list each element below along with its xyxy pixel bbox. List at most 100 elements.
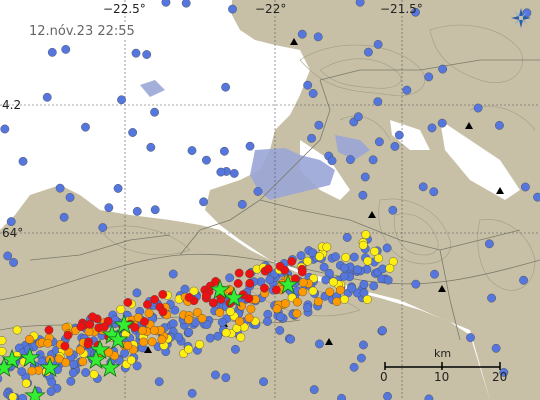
quake-dot-older: [339, 271, 349, 281]
star-large-quake-icon: [113, 313, 135, 335]
lat-label-64: 64°: [2, 226, 24, 240]
quake-dot-older: [355, 0, 365, 7]
quake-dot-12-24h: [358, 240, 368, 250]
quake-dot-4-12h: [43, 338, 53, 348]
quake-dot-12-24h: [89, 369, 99, 379]
quake-dot-last-4h: [130, 323, 140, 332]
lon-label-22: −22°: [255, 2, 287, 16]
quake-dot-older: [349, 362, 359, 372]
quake-dot-older: [161, 0, 171, 7]
quake-dot-last-4h: [88, 312, 97, 322]
quake-dot-last-4h: [83, 339, 93, 349]
quake-dot-older: [402, 85, 412, 95]
quake-dot-older: [228, 4, 237, 14]
quake-dot-older: [321, 275, 331, 285]
quake-dot-4-12h: [298, 278, 308, 288]
quake-dot-older: [131, 48, 141, 58]
quake-dot-older: [211, 370, 220, 380]
quake-dot-12-24h: [226, 307, 235, 316]
quake-dot-12-24h: [0, 346, 7, 356]
quake-dot-older: [303, 80, 313, 90]
quake-dot-4-12h: [27, 366, 37, 376]
quake-dot-older: [229, 169, 239, 178]
quake-dot-4-12h: [157, 335, 167, 345]
quake-dot-12-24h: [341, 253, 351, 262]
land-north: [205, 0, 540, 400]
quake-dot-last-4h: [63, 330, 73, 340]
quake-dot-older: [117, 95, 126, 105]
lake-3: [140, 80, 165, 97]
timestamp-label: 12.nóv.23 22:55: [26, 24, 138, 39]
quake-dot-4-12h: [313, 297, 323, 307]
quake-dot-older: [128, 128, 138, 137]
quake-dot-older: [411, 7, 420, 17]
quake-dot-last-4h: [297, 267, 307, 277]
bay-cut-2: [440, 120, 520, 200]
quake-dot-older: [363, 47, 373, 57]
quake-dot-older: [154, 377, 164, 387]
quake-dot-older: [0, 374, 3, 383]
quake-dot-older: [369, 281, 379, 291]
quake-dot-older: [313, 32, 323, 42]
triangle-station-icon: [438, 285, 446, 292]
quake-dot-older: [180, 284, 190, 294]
quake-dot-older: [132, 361, 142, 371]
quake-dot-older: [373, 40, 383, 49]
quake-dot-4-12h: [215, 308, 225, 317]
quake-dot-12-24h: [309, 273, 318, 283]
quake-dot-4-12h: [280, 299, 290, 308]
quake-dot-4-12h: [138, 326, 147, 336]
quake-dot-older: [104, 203, 114, 213]
quake-dot-older: [309, 385, 319, 395]
quake-dot-older: [319, 262, 329, 272]
quake-dot-older: [466, 333, 475, 342]
quake-dot-older: [314, 120, 324, 130]
quake-dot-4-12h: [332, 297, 342, 306]
quake-dot-older: [286, 334, 296, 344]
quake-dot-older: [55, 183, 65, 193]
quake-dot-older: [382, 243, 392, 253]
quake-dot-last-4h: [94, 323, 104, 333]
quake-dot-older: [275, 326, 285, 335]
quake-dot-older: [225, 273, 235, 283]
quake-dot-last-4h: [158, 290, 168, 299]
star-large-quake-icon: [107, 328, 129, 350]
quake-dot-older: [220, 146, 229, 156]
quake-dot-4-12h: [123, 341, 133, 350]
quake-dot-older: [187, 388, 197, 398]
quake-dot-older: [47, 377, 57, 387]
quake-dot-older: [383, 275, 393, 285]
quake-dot-older: [202, 155, 211, 165]
quake-dot-older: [331, 252, 340, 262]
quake-dot-older: [430, 269, 439, 279]
quake-dot-older: [296, 251, 306, 260]
quake-dot-4-12h: [149, 326, 159, 335]
quake-dot-last-4h: [287, 257, 297, 266]
star-large-quake-icon: [0, 356, 15, 378]
quake-dot-older: [199, 197, 208, 207]
quake-dot-older: [113, 184, 123, 193]
quake-dot-4-12h: [292, 297, 302, 307]
quake-dot-older: [6, 217, 16, 227]
quake-dot-12-24h: [308, 286, 318, 296]
quake-dot-older: [375, 137, 384, 147]
quake-dot-4-12h: [235, 316, 244, 326]
quake-dot-12-24h: [12, 325, 22, 335]
quake-dot-12-24h: [221, 328, 231, 338]
quake-dot-12-24h: [315, 252, 325, 261]
quake-dot-older: [9, 258, 18, 267]
quake-dot-older: [307, 248, 317, 258]
lake-2: [335, 135, 370, 160]
quake-dot-4-12h: [298, 287, 308, 297]
quake-dot-older: [81, 368, 91, 377]
quake-dot-older: [297, 29, 307, 39]
quake-dot-last-4h: [209, 298, 218, 308]
quake-dot-older: [394, 130, 404, 140]
quake-dot-older: [245, 141, 255, 151]
quake-dot-older: [216, 167, 226, 177]
quake-dot-older: [253, 187, 263, 196]
quake-dot-4-12h: [139, 337, 148, 347]
quake-dot-older: [184, 327, 194, 337]
scale-tick-0: 0: [380, 370, 388, 384]
